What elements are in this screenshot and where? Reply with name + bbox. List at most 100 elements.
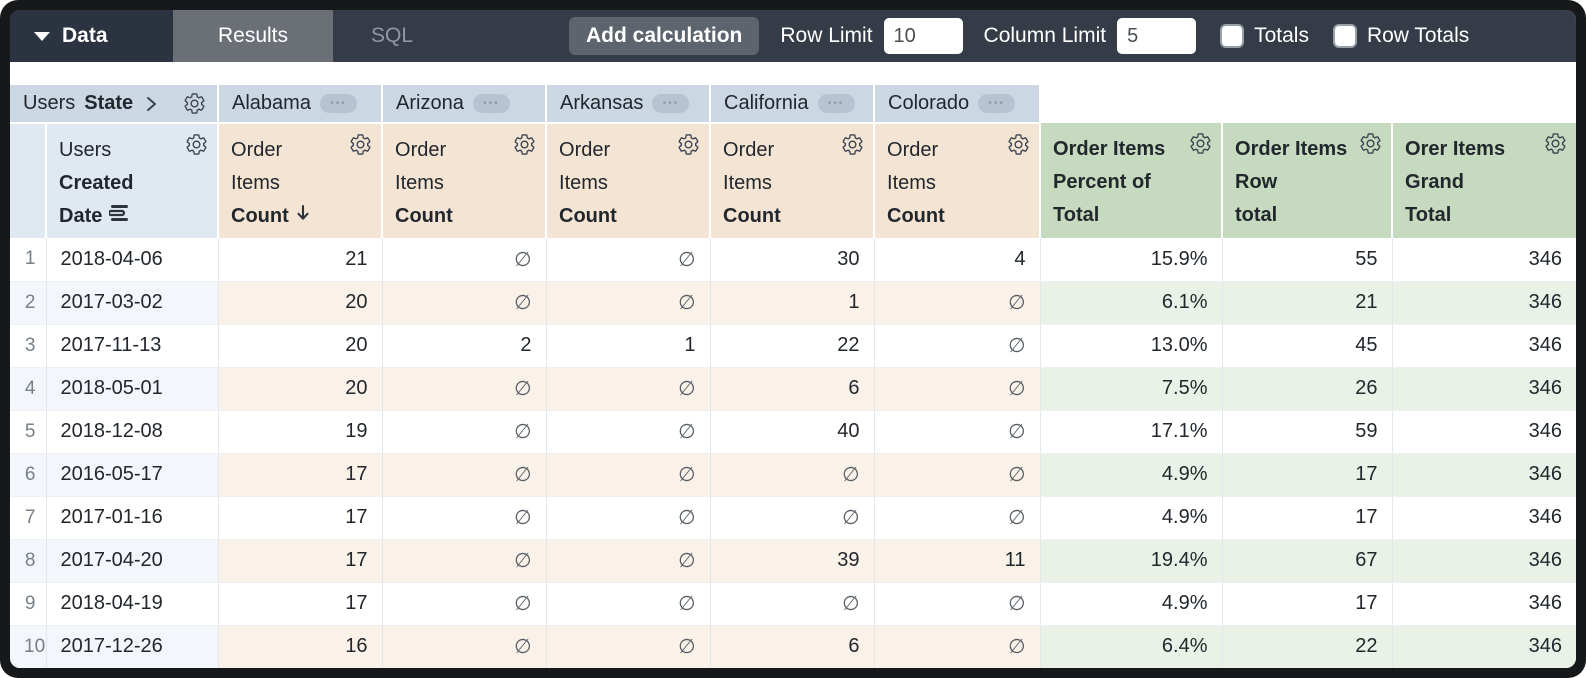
gear-icon[interactable]	[349, 133, 372, 156]
count-cell[interactable]: ∅	[382, 453, 547, 497]
count-cell[interactable]: ∅	[382, 625, 547, 668]
row-total-cell[interactable]: 22	[1222, 625, 1393, 668]
grand-total-cell[interactable]: 346	[1392, 453, 1576, 497]
pivot-value-header-alabama[interactable]: Alabama	[218, 85, 384, 124]
count-cell[interactable]: ∅	[382, 367, 547, 411]
row-dimension-header[interactable]: Users Created Date	[46, 123, 220, 238]
count-cell[interactable]: ∅	[382, 582, 547, 626]
totals-checkbox[interactable]	[1220, 24, 1245, 48]
count-cell[interactable]: ∅	[382, 539, 547, 583]
count-cell[interactable]: 6	[710, 625, 875, 668]
gear-icon[interactable]	[185, 133, 208, 156]
grand-total-cell[interactable]: 346	[1392, 625, 1576, 668]
date-cell[interactable]: 2018-04-06	[46, 238, 219, 282]
count-cell[interactable]: 2	[382, 324, 547, 368]
count-cell[interactable]: ∅	[546, 625, 711, 668]
gear-icon[interactable]	[677, 133, 700, 156]
count-cell[interactable]: ∅	[546, 539, 711, 583]
count-cell[interactable]: 6	[710, 367, 875, 411]
more-options-icon[interactable]	[472, 94, 510, 113]
calc-header-percent-of-total[interactable]: Order Items Percent of Total	[1040, 123, 1224, 238]
pivot-value-header-california[interactable]: California	[710, 85, 876, 124]
count-cell[interactable]: ∅	[546, 453, 711, 497]
measure-header-alabama-count[interactable]: Order Items Count	[218, 123, 384, 238]
count-cell[interactable]: ∅	[710, 496, 875, 540]
pivot-dimension-header[interactable]: Users State	[10, 85, 220, 124]
count-cell[interactable]: 17	[218, 582, 383, 626]
count-cell[interactable]: 20	[218, 324, 383, 368]
count-cell[interactable]: ∅	[382, 281, 547, 325]
grand-total-cell[interactable]: 346	[1392, 539, 1576, 583]
date-cell[interactable]: 2017-11-13	[46, 324, 219, 368]
count-cell[interactable]: 39	[710, 539, 875, 583]
count-cell[interactable]: ∅	[874, 281, 1041, 325]
count-cell[interactable]: ∅	[546, 582, 711, 626]
gear-icon[interactable]	[1359, 132, 1382, 155]
count-cell[interactable]: ∅	[382, 496, 547, 540]
count-cell[interactable]: ∅	[546, 281, 711, 325]
more-options-icon[interactable]	[978, 94, 1016, 113]
count-cell[interactable]: ∅	[546, 367, 711, 411]
measure-header-colorado-count[interactable]: Order Items Count	[874, 123, 1042, 238]
row-total-cell[interactable]: 67	[1222, 539, 1393, 583]
gear-icon[interactable]	[183, 92, 206, 115]
count-cell[interactable]: ∅	[874, 324, 1041, 368]
row-limit-input[interactable]	[883, 18, 963, 54]
count-cell[interactable]: 21	[218, 238, 383, 282]
date-cell[interactable]: 2017-04-20	[46, 539, 219, 583]
date-cell[interactable]: 2018-05-01	[46, 367, 219, 411]
count-cell[interactable]: 30	[710, 238, 875, 282]
row-total-cell[interactable]: 59	[1222, 410, 1393, 454]
gear-icon[interactable]	[1189, 132, 1212, 155]
count-cell[interactable]: 20	[218, 281, 383, 325]
measure-header-arizona-count[interactable]: Order Items Count	[382, 123, 548, 238]
pct-cell[interactable]: 19.4%	[1040, 539, 1223, 583]
more-options-icon[interactable]	[319, 94, 357, 113]
pct-cell[interactable]: 6.1%	[1040, 281, 1223, 325]
grand-total-cell[interactable]: 346	[1392, 367, 1576, 411]
count-cell[interactable]: ∅	[546, 410, 711, 454]
tab-results[interactable]: Results	[173, 10, 333, 62]
grand-total-cell[interactable]: 346	[1392, 496, 1576, 540]
row-total-cell[interactable]: 45	[1222, 324, 1393, 368]
count-cell[interactable]: ∅	[546, 238, 711, 282]
count-cell[interactable]: 1	[710, 281, 875, 325]
pct-cell[interactable]: 4.9%	[1040, 496, 1223, 540]
count-cell[interactable]: 4	[874, 238, 1041, 282]
count-cell[interactable]: ∅	[382, 410, 547, 454]
row-total-cell[interactable]: 17	[1222, 453, 1393, 497]
count-cell[interactable]: ∅	[874, 625, 1041, 668]
date-cell[interactable]: 2018-04-19	[46, 582, 219, 626]
row-total-cell[interactable]: 55	[1222, 238, 1393, 282]
date-cell[interactable]: 2016-05-17	[46, 453, 219, 497]
row-totals-checkbox[interactable]	[1332, 24, 1357, 48]
date-cell[interactable]: 2018-12-08	[46, 410, 219, 454]
count-cell[interactable]: 1	[546, 324, 711, 368]
grand-total-cell[interactable]: 346	[1392, 582, 1576, 626]
count-cell[interactable]: 22	[710, 324, 875, 368]
count-cell[interactable]: 19	[218, 410, 383, 454]
pct-cell[interactable]: 17.1%	[1040, 410, 1223, 454]
calc-header-row-total[interactable]: Order Items Row total	[1222, 123, 1394, 238]
gear-icon[interactable]	[513, 133, 536, 156]
pct-cell[interactable]: 6.4%	[1040, 625, 1223, 668]
tab-sql[interactable]: SQL	[370, 24, 414, 47]
add-calculation-button[interactable]: Add calculation	[569, 17, 760, 55]
date-cell[interactable]: 2017-03-02	[46, 281, 219, 325]
pct-cell[interactable]: 13.0%	[1040, 324, 1223, 368]
pivot-value-header-arizona[interactable]: Arizona	[382, 85, 548, 124]
more-options-icon[interactable]	[817, 94, 855, 113]
count-cell[interactable]: 20	[218, 367, 383, 411]
pivot-value-header-arkansas[interactable]: Arkansas	[546, 85, 712, 124]
grand-total-cell[interactable]: 346	[1392, 324, 1576, 368]
measure-header-california-count[interactable]: Order Items Count	[710, 123, 876, 238]
count-cell[interactable]: 40	[710, 410, 875, 454]
pct-cell[interactable]: 15.9%	[1040, 238, 1223, 282]
pct-cell[interactable]: 7.5%	[1040, 367, 1223, 411]
gear-icon[interactable]	[1007, 133, 1030, 156]
count-cell[interactable]: 17	[218, 496, 383, 540]
date-cell[interactable]: 2017-12-26	[46, 625, 219, 668]
row-total-cell[interactable]: 21	[1222, 281, 1393, 325]
column-limit-input[interactable]	[1117, 18, 1197, 54]
pct-cell[interactable]: 4.9%	[1040, 453, 1223, 497]
